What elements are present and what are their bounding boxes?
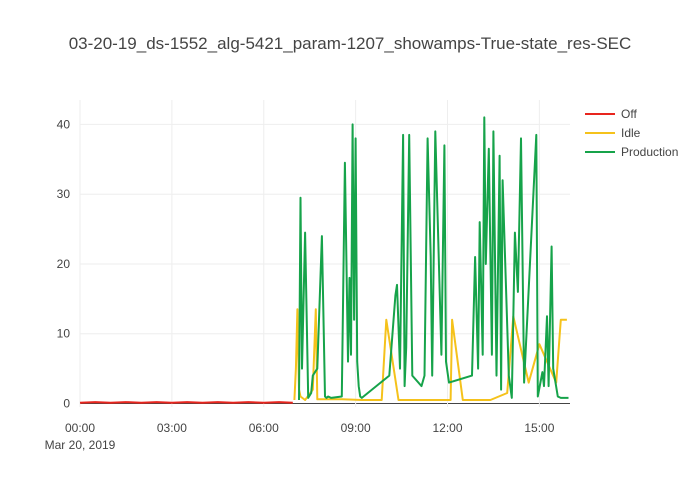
y-tick-label: 20 — [57, 257, 71, 271]
legend-label-off: Off — [621, 107, 637, 121]
legend: Off Idle Production — [585, 107, 678, 159]
series-line-production — [298, 116, 569, 401]
y-tick-label: 0 — [63, 397, 70, 411]
x-tick-label: 03:00 — [157, 421, 187, 435]
x-tick-label: 15:00 — [524, 421, 554, 435]
series-line-off — [79, 401, 293, 404]
x-date-label: Mar 20, 2019 — [45, 438, 116, 452]
x-tick-label: 00:00 — [65, 421, 95, 435]
legend-label-idle: Idle — [621, 126, 641, 140]
x-tick-label: 12:00 — [432, 421, 462, 435]
x-tick-label: 09:00 — [341, 421, 371, 435]
chart-title: 03-20-19_ds-1552_alg-5421_param-1207_sho… — [68, 34, 632, 53]
x-tick-label: 06:00 — [249, 421, 279, 435]
y-tick-label: 40 — [57, 117, 71, 131]
y-tick-label: 10 — [57, 327, 71, 341]
axis-layer: 0 10 20 30 40 00:00 03:00 06:00 09:00 12:00 15:00 M… — [45, 117, 555, 452]
y-tick-label: 30 — [57, 187, 71, 201]
series-layer — [79, 116, 569, 404]
legend-label-production: Production — [621, 145, 678, 159]
